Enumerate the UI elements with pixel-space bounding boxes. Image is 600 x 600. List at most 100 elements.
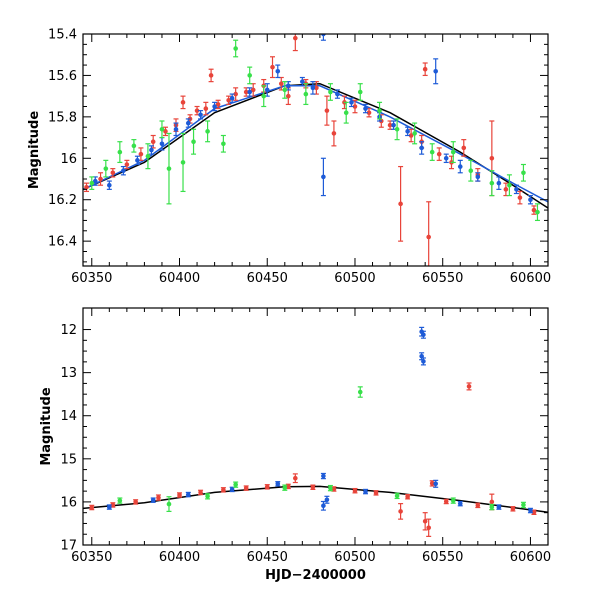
data-point — [264, 484, 270, 490]
data-point — [357, 89, 363, 95]
data-point — [408, 133, 414, 138]
data-point — [426, 525, 431, 531]
y-tick-label: 13 — [60, 366, 77, 381]
x-tick-label: 60600 — [510, 550, 551, 565]
data-point — [357, 389, 363, 395]
data-point — [489, 504, 495, 510]
data-point — [89, 505, 95, 510]
data-point — [331, 131, 337, 136]
data-point — [405, 129, 410, 134]
y-tick-label: 14 — [60, 409, 77, 424]
data-point — [314, 85, 319, 91]
data-point — [412, 131, 417, 136]
data-point — [264, 87, 270, 93]
data-point — [92, 178, 98, 184]
data-point — [391, 122, 396, 128]
data-point — [261, 93, 267, 99]
data-point — [310, 85, 316, 91]
data-point — [159, 141, 165, 147]
data-point — [107, 182, 112, 188]
plot-frame — [82, 33, 549, 267]
data-point — [528, 197, 533, 203]
data-point — [250, 87, 256, 93]
y-tick-label: 15.4 — [48, 28, 77, 43]
series-1 — [106, 326, 533, 514]
data-point — [159, 126, 165, 132]
data-point — [173, 126, 179, 132]
data-point — [226, 97, 231, 103]
data-point — [531, 207, 537, 213]
data-point — [243, 89, 249, 95]
x-tick-label: 60350 — [71, 271, 112, 286]
data-point — [124, 162, 130, 167]
data-point — [457, 164, 463, 169]
data-point — [321, 174, 326, 180]
data-point — [475, 174, 481, 180]
data-point — [198, 490, 203, 495]
data-point — [419, 145, 424, 151]
data-point — [208, 73, 214, 78]
data-point — [180, 160, 186, 165]
data-point — [461, 145, 467, 151]
data-point — [121, 168, 126, 174]
data-point — [422, 66, 428, 72]
data-point — [149, 147, 154, 153]
data-point — [278, 81, 284, 87]
data-point — [229, 487, 235, 492]
data-point — [177, 492, 182, 498]
data-point — [247, 73, 252, 78]
data-point — [138, 151, 144, 157]
top-panel: 60350 60400 60450 60500 60550 60600 15.4 15.6 15… — [27, 28, 551, 287]
data-point — [150, 139, 156, 145]
data-point — [521, 502, 526, 508]
data-point — [103, 166, 109, 171]
data-point — [457, 501, 463, 506]
data-point — [300, 79, 305, 84]
data-point — [366, 110, 372, 116]
data-point — [156, 495, 161, 500]
data-point — [387, 122, 393, 128]
data-point — [398, 509, 403, 514]
y-axis-label: Magnitude — [39, 387, 54, 466]
y-tick-label: 12 — [60, 323, 77, 338]
y-tick-label: 17 — [60, 539, 77, 554]
y-tick-label: 15.6 — [48, 69, 77, 84]
series-1 — [92, 34, 533, 205]
data-point — [310, 484, 316, 490]
data-point — [450, 149, 456, 155]
data-point — [436, 151, 442, 157]
data-point — [163, 129, 168, 134]
data-point — [107, 504, 112, 510]
data-point — [205, 129, 210, 134]
data-point — [468, 168, 474, 174]
data-point — [191, 139, 196, 145]
data-point — [394, 126, 400, 132]
data-point — [443, 499, 449, 504]
data-point — [321, 503, 326, 509]
data-point — [475, 503, 481, 508]
data-point — [433, 68, 438, 74]
x-tick-label: 60450 — [247, 550, 288, 565]
data-point — [510, 506, 516, 512]
data-point — [84, 184, 89, 190]
bottom-panel: 60350 60400 60450 60500 60550 60600 12 13 14 15 16… — [39, 307, 551, 583]
data-point — [131, 143, 137, 149]
data-point — [117, 149, 123, 155]
data-point — [450, 498, 456, 503]
data-point — [233, 91, 238, 97]
data-point — [215, 102, 221, 107]
x-tick-label: 60450 — [247, 271, 288, 286]
y-axis-label: Magnitude — [27, 111, 42, 190]
series-2 — [117, 386, 526, 512]
series-2 — [89, 39, 540, 222]
data-point — [166, 166, 172, 171]
data-point — [243, 485, 249, 491]
x-tick-label: 60550 — [422, 271, 463, 286]
y-tick-label: 16.2 — [48, 193, 77, 208]
y-tick-label: 16 — [60, 152, 77, 167]
data-point — [466, 384, 472, 389]
data-point — [205, 494, 210, 499]
data-point — [328, 89, 333, 95]
data-point — [233, 482, 238, 487]
